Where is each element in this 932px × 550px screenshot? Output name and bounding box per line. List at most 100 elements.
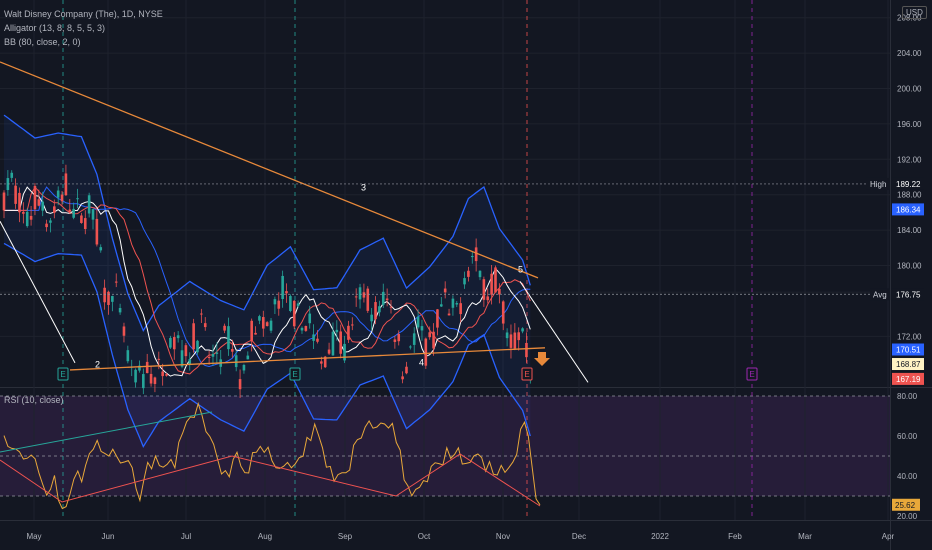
candle-body [215,352,219,354]
candle-body [436,309,439,328]
candle-body [327,349,331,354]
resistance-line [0,61,539,279]
candle-body [432,331,435,349]
candle-body [292,300,296,327]
candle-body [192,323,195,350]
candle-body [354,296,358,298]
candle-body [172,337,176,350]
candle-body [211,353,215,357]
rsi-tick-label: 20.00 [897,512,918,521]
rsi-legend[interactable]: RSI (10, close) [4,395,64,405]
y-tick-label: 184.00 [897,226,922,235]
candle-body [362,292,366,298]
candle-body [339,331,342,354]
wave-label: 5 [518,265,523,275]
support-line [69,347,546,371]
candle-body [296,303,300,306]
rsi-tick-label: 60.00 [897,432,918,441]
candle-body [517,332,521,341]
candle-body [447,313,451,316]
candle-body [126,350,130,362]
candle-body [6,178,10,191]
currency-badge[interactable]: USD [902,6,927,19]
high-value: 189.22 [896,180,921,189]
candle-body [443,288,447,293]
candle-body [72,208,75,218]
x-tick-label: Feb [728,532,742,541]
mid-band-value: 170.51 [896,346,921,355]
candle-body [200,313,203,315]
y-tick-label: 188.00 [897,191,922,200]
candle-body [60,194,64,202]
x-tick-label: 2022 [651,532,669,541]
event-marker [57,367,69,381]
down-arrow [534,352,550,366]
candle-body [250,320,253,342]
high-value-bg [892,177,924,190]
candle-body [87,195,91,214]
candle-body [196,340,199,353]
y-tick-label: 180.00 [897,262,922,271]
candle-body [389,306,393,308]
candle-body [153,377,157,384]
candle-body [49,220,52,223]
alligator-legend[interactable]: Alligator (13, 8, 8, 5, 5, 3) [4,23,106,33]
candle-body [393,339,397,342]
candle-body [207,356,211,358]
candle-body [258,316,261,321]
candle-body [234,355,238,368]
candle-body [25,211,29,227]
candle-body [103,287,106,303]
candle-body [505,332,509,339]
event-marker-label: E [292,370,297,379]
candle-body [10,172,14,178]
bollinger-legend[interactable]: BB (80, close, 2, 0) [4,37,81,47]
candle-body [33,186,37,210]
candle-body [2,192,6,211]
candle-body [385,298,389,301]
bollinger-upper [3,114,531,333]
candle-body [169,337,172,348]
candle-body [320,361,323,364]
candle-body [118,308,122,313]
candle-body [343,343,346,361]
candle-body [18,192,21,213]
candle-body [246,355,250,360]
candle-body [145,361,149,374]
wave-label: 2 [95,359,100,369]
candle-body [223,325,226,331]
candle-body [378,306,381,313]
rsi-trendline [0,453,541,507]
event-marker-label: E [60,370,65,379]
candle-body [277,300,281,309]
x-tick-label: Dec [572,532,586,541]
rsi-value: 25.62 [895,501,916,510]
candle-body [188,359,192,365]
candle-body [56,190,60,198]
x-tick-label: Apr [882,532,895,541]
last-b-value-bg [892,372,924,385]
event-marker [289,367,301,381]
last-a-value-bg [892,358,924,371]
candle-body [486,296,490,301]
candle-body [358,287,362,300]
candle-body [134,369,137,383]
y-tick-label: 196.00 [897,120,922,129]
rsi-band [0,396,890,496]
candle-body [265,322,269,327]
event-marker-label: E [749,370,754,379]
rsi-tick-label: 80.00 [897,392,918,401]
candle-body [308,313,312,324]
mid-band-value-bg [892,343,924,356]
last-b-value: 167.19 [896,375,921,384]
candle-body [397,334,401,342]
candle-body [312,334,315,341]
rsi-uptrend [0,411,213,453]
candle-body [374,302,377,320]
rsi-value-bg [892,498,920,511]
candle-body [420,326,424,331]
last-a-value: 168.87 [896,360,921,369]
avg-tag-bg [870,288,890,301]
candle-body [347,325,350,340]
